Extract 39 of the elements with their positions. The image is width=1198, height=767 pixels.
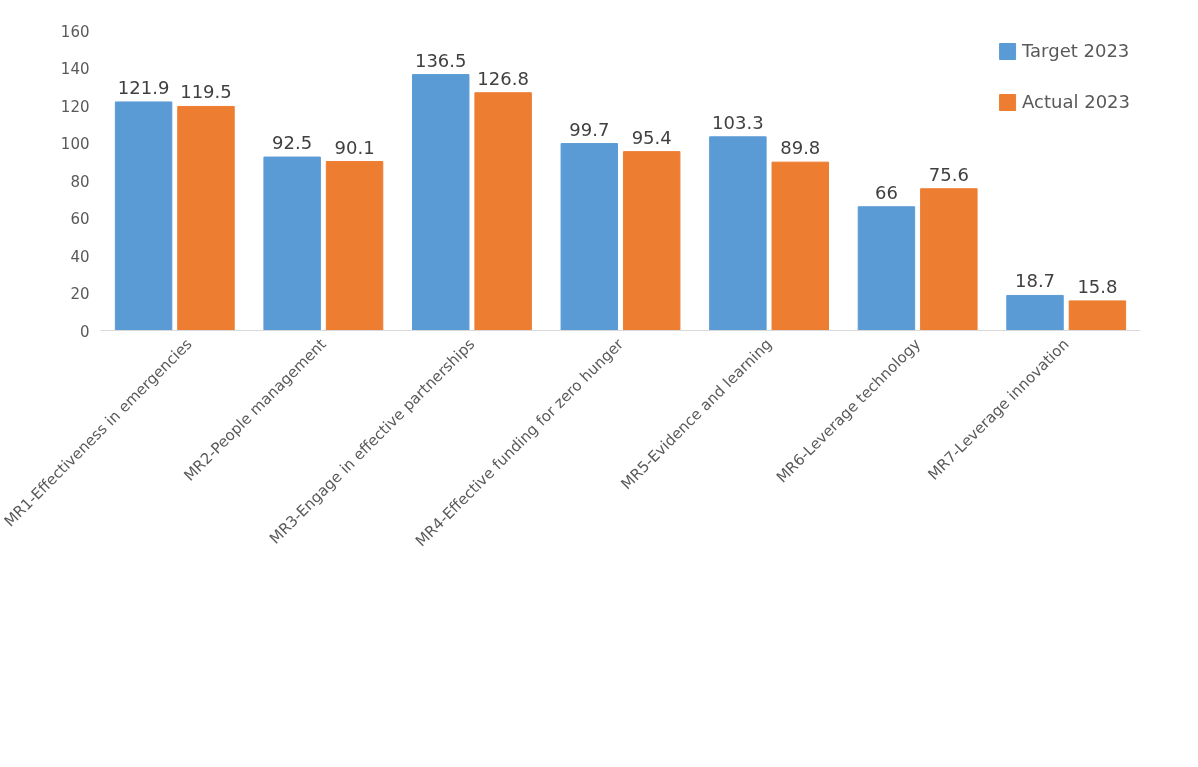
- data-label: 99.7: [569, 118, 610, 140]
- data-label: 119.5: [180, 81, 232, 103]
- bar: [177, 105, 235, 331]
- y-tick-label: 60: [70, 210, 90, 228]
- data-label: 126.8: [477, 67, 529, 89]
- data-label: 121.9: [117, 76, 170, 98]
- data-label: 15.8: [1077, 275, 1118, 297]
- bar: [1068, 300, 1127, 331]
- data-label: 18.7: [1014, 270, 1056, 292]
- bar: [857, 206, 916, 331]
- bar: [709, 136, 767, 331]
- bar: [1006, 294, 1064, 331]
- data-label: 90.1: [334, 136, 375, 158]
- data-label: 95.4: [631, 126, 672, 148]
- bar: [560, 143, 619, 331]
- y-tick-label: 40: [70, 247, 90, 266]
- data-label: 103.3: [712, 111, 764, 133]
- bar: [622, 151, 681, 331]
- data-label: 75.6: [928, 163, 969, 185]
- y-tick-label: 100: [60, 135, 90, 153]
- y-tick-label: 20: [70, 285, 90, 303]
- bar: [474, 92, 532, 331]
- bar: [325, 161, 384, 331]
- y-tick-label: 0: [79, 322, 90, 341]
- y-tick-label: 160: [60, 22, 90, 41]
- data-label: 66: [874, 181, 898, 203]
- data-label: 136.5: [414, 49, 467, 71]
- data-label: 92.5: [272, 132, 313, 154]
- bar: [412, 74, 470, 331]
- data-label: 89.8: [780, 137, 821, 159]
- y-tick-label: 140: [60, 60, 90, 78]
- y-tick-label: 120: [60, 97, 90, 116]
- legend-label: Actual 2023: [1022, 91, 1130, 112]
- bar: [114, 101, 173, 331]
- bar: [920, 188, 978, 331]
- legend-label: Target 2023: [1022, 40, 1130, 61]
- bar: [771, 161, 829, 331]
- bar: [263, 156, 321, 331]
- y-tick-label: 80: [70, 172, 90, 191]
